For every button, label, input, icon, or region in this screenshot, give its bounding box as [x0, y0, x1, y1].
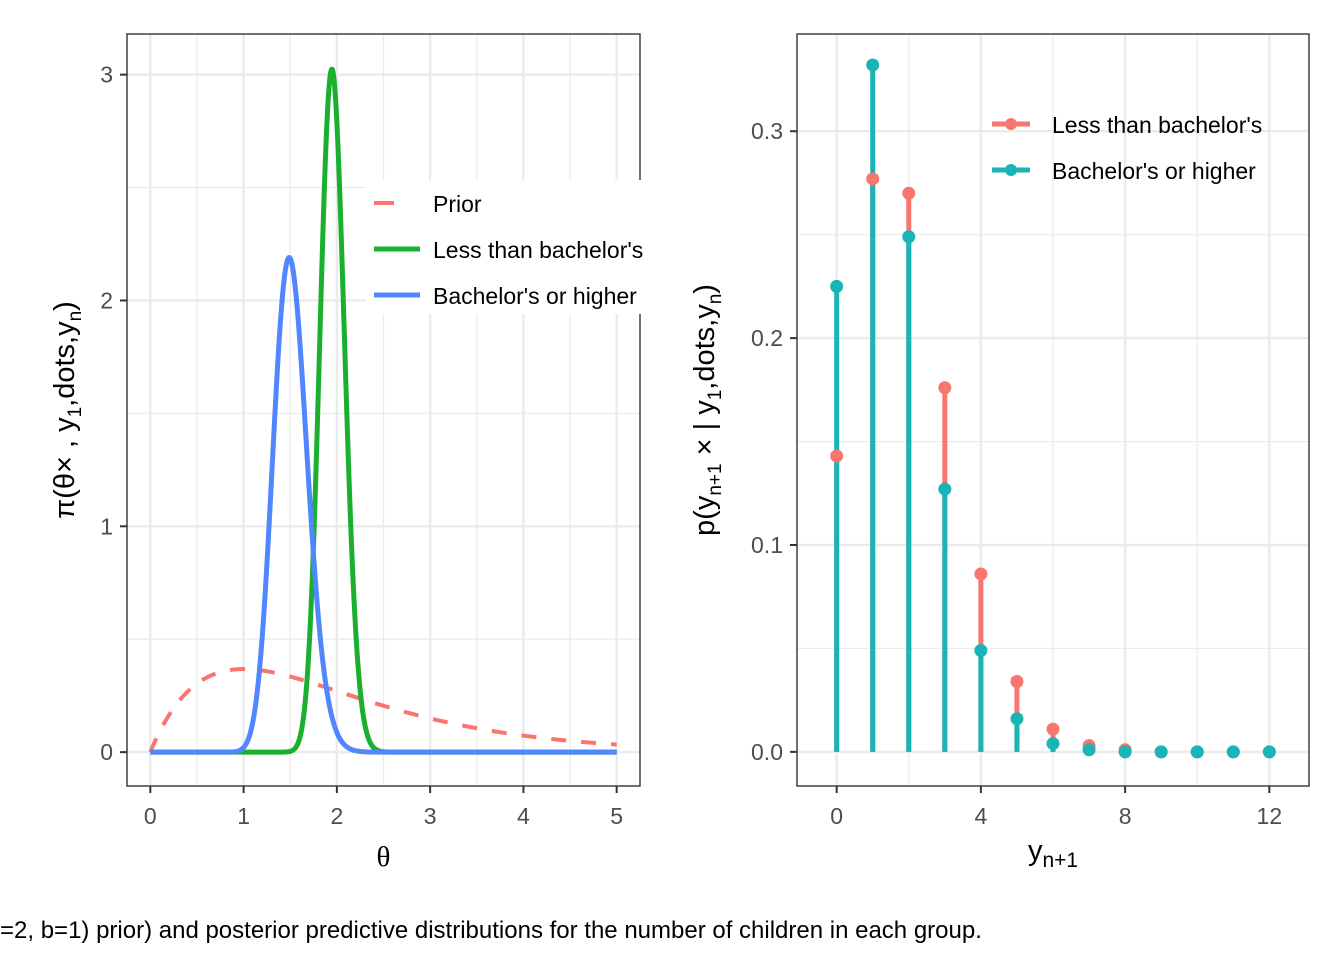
right-point-bachelors-or-higher	[974, 643, 988, 657]
right-y-tick-label: 0.1	[751, 532, 783, 558]
left-gridlines	[127, 34, 640, 786]
right-legend-key-point	[1005, 164, 1017, 176]
right-point-less-than-bachelors	[1010, 675, 1024, 689]
left-ylabel-close: )	[49, 301, 81, 311]
right-point-less-than-bachelors	[1046, 722, 1060, 736]
right-panel-posterior-predictive: 0 4 8 12 0.0 0.1 0.2 0.3 Less than bachelor's Ba…	[689, 33, 1310, 872]
left-ylabel-mid: ,dots,y	[49, 321, 81, 407]
right-axis-ticks: 0 4 8 12 0.0 0.1 0.2 0.3	[751, 118, 1282, 829]
right-ylabel-p1: p(y	[689, 495, 721, 536]
figure-caption: =2, b=1) prior) and posterior predictive…	[0, 917, 982, 944]
left-legend-background	[366, 180, 696, 314]
right-x-tick-label: 0	[830, 803, 843, 829]
left-legend-label: Less than bachelor's	[433, 237, 643, 263]
right-y-tick-label: 0.3	[751, 118, 783, 144]
left-ylabel-sub1: 1	[65, 407, 86, 418]
left-x-tick-label: 4	[517, 803, 530, 829]
right-x-tick-label: 8	[1119, 803, 1132, 829]
left-curve-bachelor-s-or-higher	[148, 255, 619, 755]
left-x-axis-title: θ	[377, 841, 391, 873]
right-point-bachelors-or-higher	[1154, 745, 1168, 759]
right-ylabel-sub0: n+1	[705, 463, 726, 495]
left-x-tick-label: 5	[610, 803, 623, 829]
right-legend: Less than bachelor's Bachelor's or higher	[992, 112, 1262, 184]
right-xlabel-main: y	[1028, 835, 1043, 867]
right-x-tick-label: 12	[1257, 803, 1283, 829]
left-y-tick-label: 1	[100, 513, 113, 539]
right-ylabel-sub1: 1	[705, 390, 726, 401]
left-x-tick-label: 3	[424, 803, 437, 829]
right-point-less-than-bachelors	[902, 186, 916, 200]
left-ylabel-sub2: n	[65, 311, 86, 322]
left-x-tick-label: 2	[330, 803, 343, 829]
right-point-bachelors-or-higher	[902, 230, 916, 244]
right-xlabel-sub: n+1	[1042, 849, 1078, 872]
left-y-tick-label: 3	[100, 62, 113, 88]
left-ylabel-main: π(θ× , y	[49, 417, 81, 519]
left-panel-border	[126, 33, 641, 787]
right-point-less-than-bachelors	[830, 449, 844, 463]
right-point-bachelors-or-higher	[938, 482, 952, 496]
right-point-bachelors-or-higher	[1226, 745, 1240, 759]
right-point-less-than-bachelors	[866, 172, 880, 186]
right-x-axis-title: yn+1	[1028, 835, 1078, 872]
right-ylabel-close: )	[689, 284, 721, 294]
left-y-tick-label: 2	[100, 287, 113, 313]
left-y-axis-title: π(θ× , y1,dots,yn)	[49, 301, 86, 519]
left-legend-label: Bachelor's or higher	[433, 283, 637, 309]
right-legend-label: Less than bachelor's	[1052, 112, 1262, 138]
right-ylabel-p2: × | y	[689, 400, 721, 464]
left-density-curves	[148, 66, 619, 755]
left-y-tick-label: 0	[100, 739, 113, 765]
left-panel-posterior-density: 0 1 2 3 4 5 0 1 2 3 Prior Less than bachelor's Bach…	[49, 33, 696, 873]
right-point-bachelors-or-higher	[1190, 745, 1204, 759]
left-curve-prior	[148, 667, 618, 753]
right-point-bachelors-or-higher	[1118, 745, 1132, 759]
left-legend: Prior Less than bachelor's Bachelor's or h…	[366, 180, 696, 314]
right-ylabel-sub2: n	[705, 294, 726, 305]
right-legend-key-point	[1005, 118, 1017, 130]
right-point-bachelors-or-higher	[1046, 737, 1060, 751]
right-point-less-than-bachelors	[974, 567, 988, 581]
left-x-tick-label: 1	[237, 803, 250, 829]
right-legend-label: Bachelor's or higher	[1052, 158, 1256, 184]
right-y-axis-title: p(yn+1 × | y1,dots,yn)	[689, 284, 726, 536]
right-point-bachelors-or-higher	[1262, 745, 1276, 759]
right-lollipops	[830, 58, 1276, 759]
right-point-bachelors-or-higher	[1010, 712, 1024, 726]
left-x-tick-label: 0	[144, 803, 157, 829]
right-y-tick-label: 0.0	[751, 739, 783, 765]
right-ylabel-p3: ,dots,y	[689, 304, 721, 390]
left-axis-ticks: 0 1 2 3 4 5 0 1 2 3	[100, 62, 623, 829]
right-y-tick-label: 0.2	[751, 325, 783, 351]
right-x-tick-label: 4	[974, 803, 987, 829]
right-point-bachelors-or-higher	[866, 58, 880, 72]
left-legend-label: Prior	[433, 191, 482, 217]
right-point-bachelors-or-higher	[830, 279, 844, 293]
right-panel-border	[796, 33, 1310, 787]
right-point-bachelors-or-higher	[1082, 743, 1096, 757]
right-point-less-than-bachelors	[938, 381, 952, 395]
